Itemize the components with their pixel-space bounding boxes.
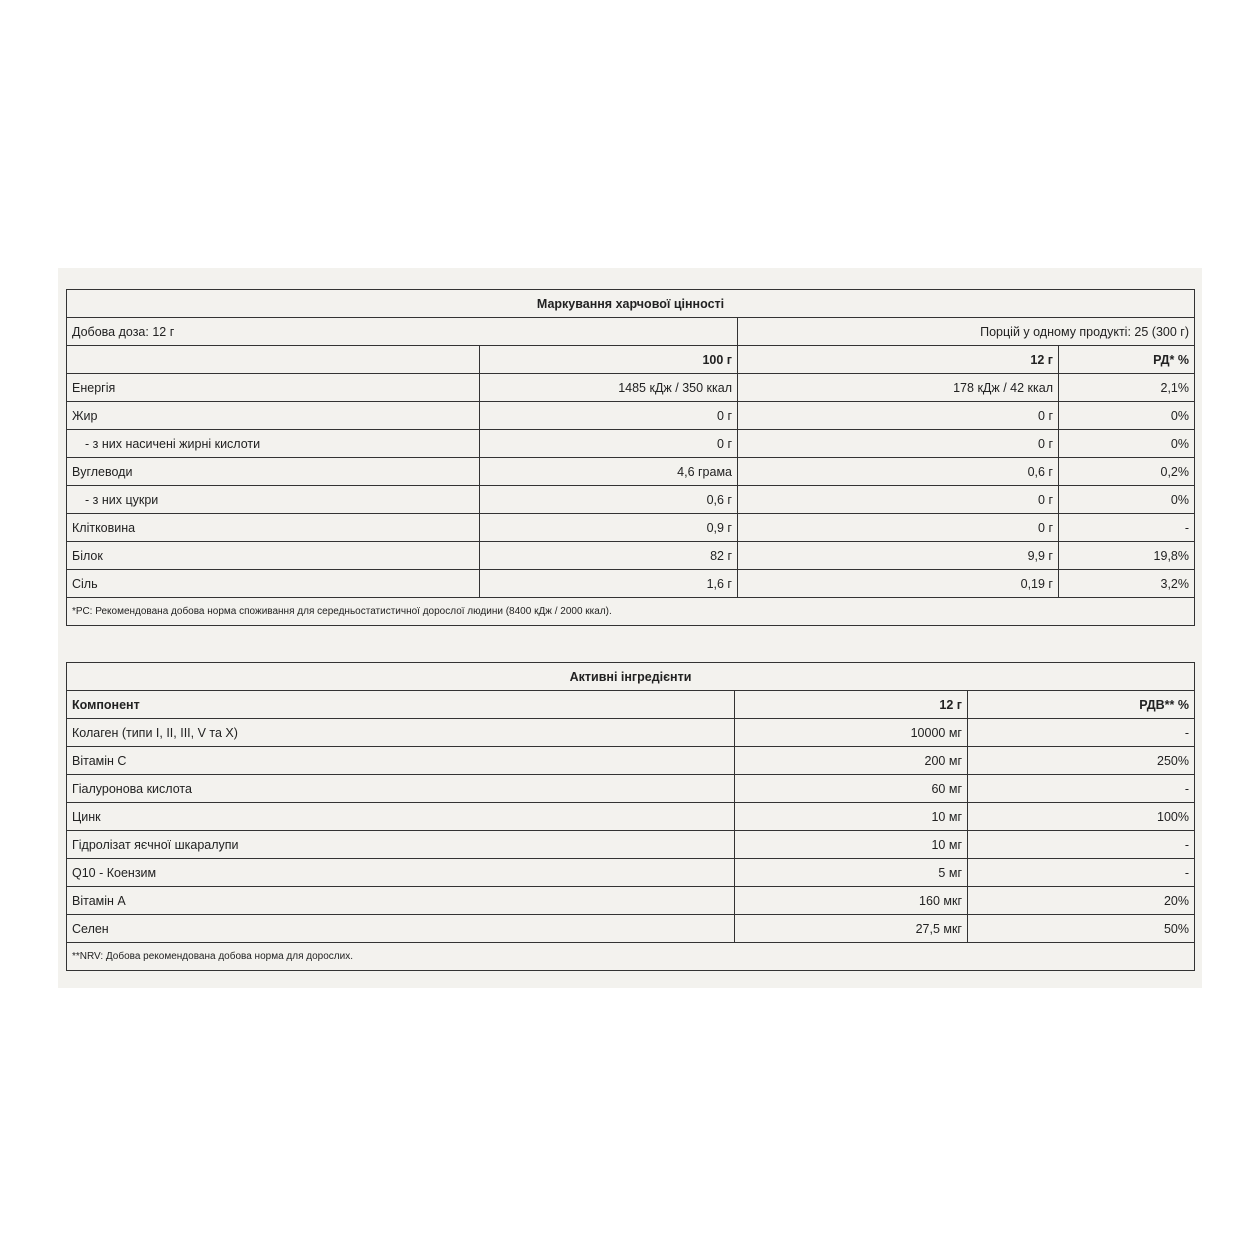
row-label: Селен bbox=[66, 914, 735, 943]
active-footnote: **NRV: Добова рекомендована добова норма… bbox=[65, 942, 1196, 971]
row-label: Сіль bbox=[66, 569, 480, 598]
row-label: Q10 - Коензим bbox=[66, 858, 735, 887]
table-row: Вуглеводи 4,6 грама 0,6 г 0,2% bbox=[66, 457, 1195, 486]
row-value: 20% bbox=[966, 886, 1196, 915]
table-row: Гідролізат яєчної шкаралупи 10 мг - bbox=[66, 830, 1196, 859]
nutrition-title: Маркування харчової цінності bbox=[66, 289, 1195, 318]
active-title: Активні інгредієнти bbox=[65, 662, 1196, 691]
table-row: Селен 27,5 мкг 50% bbox=[66, 914, 1196, 943]
table-row: Вітамін А 160 мкг 20% bbox=[66, 886, 1196, 915]
row-value: - bbox=[966, 858, 1196, 887]
row-label: Колаген (типи I, II, III, V та X) bbox=[66, 718, 735, 747]
row-value: 10 мг bbox=[734, 830, 968, 859]
header-cell: Компонент bbox=[66, 690, 735, 719]
row-value: 200 мг bbox=[734, 746, 968, 775]
header-cell: 12 г bbox=[737, 345, 1059, 374]
row-value: 0% bbox=[1058, 485, 1195, 514]
row-label: Енергія bbox=[66, 373, 480, 402]
nutrition-table: Маркування харчової цінності Добова доза… bbox=[66, 289, 1195, 626]
row-value: 0,2% bbox=[1058, 457, 1195, 486]
row-label: - з них цукри bbox=[66, 485, 480, 514]
row-value: 10000 мг bbox=[734, 718, 968, 747]
row-label: Жир bbox=[66, 401, 480, 430]
row-value: - bbox=[1058, 513, 1195, 542]
row-label: Вуглеводи bbox=[66, 457, 480, 486]
row-value: 0,6 г bbox=[737, 457, 1059, 486]
label-panel: Маркування харчової цінності Добова доза… bbox=[58, 268, 1202, 988]
table-row: Сіль 1,6 г 0,19 г 3,2% bbox=[66, 569, 1195, 598]
header-cell: РД* % bbox=[1058, 345, 1195, 374]
daily-dose: Добова доза: 12 г bbox=[66, 317, 738, 346]
row-value: 60 мг bbox=[734, 774, 968, 803]
row-value: 0,6 г bbox=[479, 485, 738, 514]
header-row: 100 г 12 г РД* % bbox=[66, 345, 1195, 374]
row-label: Цинк bbox=[66, 802, 735, 831]
row-value: 100% bbox=[966, 802, 1196, 831]
row-value: 27,5 мкг bbox=[734, 914, 968, 943]
servings: Порцій у одному продукті: 25 (300 г) bbox=[737, 317, 1195, 346]
row-value: 0,19 г bbox=[737, 569, 1059, 598]
row-value: 0 г bbox=[737, 513, 1059, 542]
table-row: Колаген (типи I, II, III, V та X) 10000 м… bbox=[66, 718, 1196, 747]
row-value: 19,8% bbox=[1058, 541, 1195, 570]
row-value: 3,2% bbox=[1058, 569, 1195, 598]
row-label: Вітамін С bbox=[66, 746, 735, 775]
row-value: 5 мг bbox=[734, 858, 968, 887]
row-value: - bbox=[966, 830, 1196, 859]
header-cell bbox=[66, 345, 480, 374]
table-row: Цинк 10 мг 100% bbox=[66, 802, 1196, 831]
row-value: 0,9 г bbox=[479, 513, 738, 542]
row-label: Гідролізат яєчної шкаралупи bbox=[66, 830, 735, 859]
nutrition-footnote: *РС: Рекомендована добова норма споживан… bbox=[66, 597, 1195, 626]
header-cell: РДВ** % bbox=[966, 690, 1196, 719]
row-label: Гіалуронова кислота bbox=[66, 774, 735, 803]
row-value: 160 мкг bbox=[734, 886, 968, 915]
row-value: 50% bbox=[966, 914, 1196, 943]
table-row: Q10 - Коензим 5 мг - bbox=[66, 858, 1196, 887]
row-value: 1,6 г bbox=[479, 569, 738, 598]
row-value: 0 г bbox=[479, 429, 738, 458]
row-label: Клітковина bbox=[66, 513, 480, 542]
row-value: 2,1% bbox=[1058, 373, 1195, 402]
row-value: 0 г bbox=[737, 429, 1059, 458]
row-label: Вітамін А bbox=[66, 886, 735, 915]
row-value: 10 мг bbox=[734, 802, 968, 831]
row-value: 4,6 грама bbox=[479, 457, 738, 486]
table-row: Вітамін С 200 мг 250% bbox=[66, 746, 1196, 775]
row-value: 178 кДж / 42 ккал bbox=[737, 373, 1059, 402]
header-cell: 100 г bbox=[479, 345, 738, 374]
row-value: 82 г bbox=[479, 541, 738, 570]
row-value: 0% bbox=[1058, 401, 1195, 430]
row-value: 0 г bbox=[737, 485, 1059, 514]
row-value: 0% bbox=[1058, 429, 1195, 458]
header-row: Компонент 12 г РДВ** % bbox=[66, 690, 1196, 719]
row-value: 0 г bbox=[479, 401, 738, 430]
row-value: 1485 кДж / 350 ккал bbox=[479, 373, 738, 402]
active-ingredients-table: Активні інгредієнти Компонент 12 г РДВ**… bbox=[65, 662, 1196, 971]
row-label: - з них насичені жирні кислоти bbox=[66, 429, 480, 458]
row-value: 0 г bbox=[737, 401, 1059, 430]
table-row: Енергія 1485 кДж / 350 ккал 178 кДж / 42 к… bbox=[66, 373, 1195, 402]
row-value: - bbox=[966, 718, 1196, 747]
table-row: Гіалуронова кислота 60 мг - bbox=[66, 774, 1196, 803]
row-value: 250% bbox=[966, 746, 1196, 775]
table-row: Білок 82 г 9,9 г 19,8% bbox=[66, 541, 1195, 570]
header-cell: 12 г bbox=[734, 690, 968, 719]
row-value: 9,9 г bbox=[737, 541, 1059, 570]
row-label: Білок bbox=[66, 541, 480, 570]
row-value: - bbox=[966, 774, 1196, 803]
